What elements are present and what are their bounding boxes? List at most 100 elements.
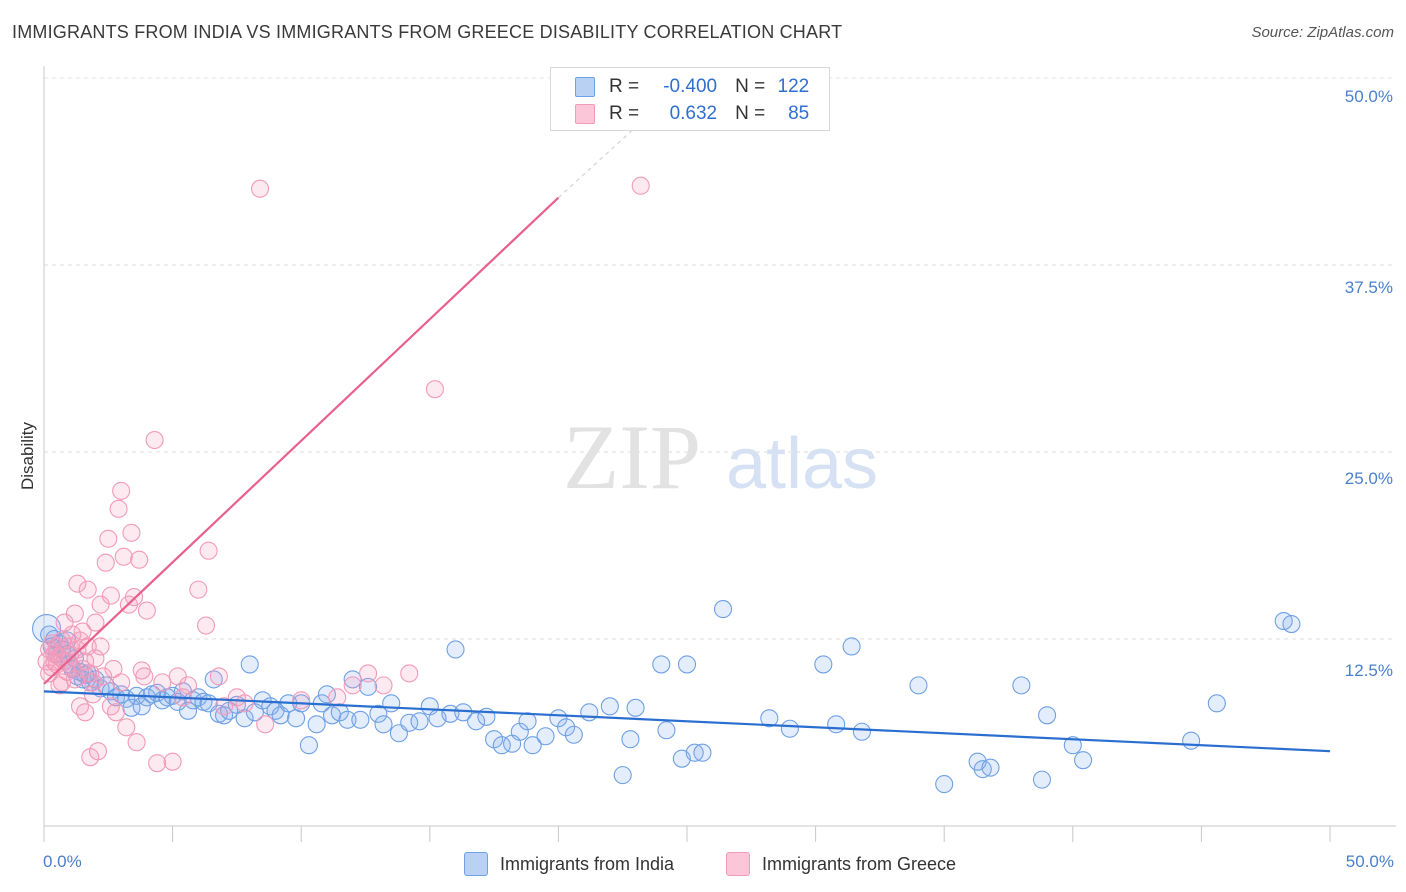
- greece-point: [99, 529, 118, 548]
- india-point: [1032, 770, 1051, 789]
- greece-point: [153, 673, 172, 692]
- watermark-zip: ZIP: [563, 406, 701, 508]
- greece-point: [88, 742, 108, 761]
- greece-point: [178, 676, 198, 695]
- legend-greece-n-label: N =: [735, 103, 766, 124]
- india-point: [973, 760, 992, 779]
- greece-point: [359, 664, 378, 683]
- india-point: [1012, 676, 1031, 695]
- india-point: [677, 655, 697, 674]
- chart-title: IMMIGRANTS FROM INDIA VS IMMIGRANTS FROM…: [12, 22, 843, 42]
- greece-point: [163, 752, 182, 771]
- india-point: [580, 703, 599, 722]
- india-point: [307, 715, 326, 734]
- greece-point: [137, 601, 156, 620]
- legend-india-n-value: 122: [777, 76, 810, 97]
- greece-point: [76, 703, 95, 722]
- greece-point: [86, 649, 105, 668]
- india-point: [1063, 736, 1082, 755]
- india-point: [351, 710, 370, 729]
- india-point: [369, 704, 388, 723]
- greece-point: [145, 430, 164, 450]
- greece-point: [292, 691, 311, 710]
- india-point: [330, 703, 349, 722]
- india-point: [467, 712, 486, 731]
- india-point: [446, 640, 465, 659]
- greece-point: [42, 634, 61, 653]
- legend-swatch-india: [575, 77, 595, 97]
- india-point: [374, 715, 393, 734]
- india-point: [518, 712, 537, 731]
- greece-point: [112, 673, 131, 692]
- bottom-legend-greece: Immigrants from Greece: [726, 852, 956, 876]
- india-point: [626, 698, 645, 717]
- greece-point: [374, 676, 393, 695]
- india-point: [909, 676, 928, 695]
- greece-point: [130, 550, 149, 569]
- greece-point: [199, 541, 218, 560]
- greece-point: [343, 676, 362, 695]
- greece-point: [96, 553, 115, 572]
- greece-point: [76, 652, 95, 671]
- greece-point: [45, 644, 64, 664]
- bottom-legend-india: Immigrants from India: [464, 852, 674, 876]
- india-point: [338, 710, 357, 729]
- greece-point: [91, 637, 110, 656]
- india-point: [780, 719, 799, 738]
- greece-point: [70, 697, 90, 716]
- greece-point: [235, 694, 254, 713]
- india-point: [204, 670, 223, 689]
- india-point: [657, 721, 676, 740]
- india-point: [652, 655, 671, 674]
- greece-point: [209, 667, 228, 686]
- india-point: [317, 685, 336, 704]
- greece-point: [114, 547, 133, 566]
- y-tick-label: 50.0%: [1344, 87, 1393, 106]
- y-tick-label: 12.5%: [1344, 661, 1393, 680]
- india-point: [523, 736, 542, 755]
- legend-greece-r-label: R =: [609, 103, 640, 124]
- india-point: [410, 712, 429, 731]
- greece-point: [328, 688, 347, 707]
- bottom-legend-label-greece: Immigrants from Greece: [762, 853, 957, 874]
- india-point: [359, 677, 378, 696]
- greece-point: [109, 499, 128, 518]
- india-point: [621, 730, 640, 749]
- greece-point: [631, 176, 650, 195]
- greece-point: [250, 179, 270, 198]
- india-point: [557, 718, 576, 737]
- india-point: [536, 727, 555, 746]
- legend-greece-n-value: 85: [788, 103, 810, 124]
- india-point: [935, 775, 954, 794]
- india-point: [814, 655, 833, 674]
- legend-swatch-greece: [575, 104, 595, 124]
- greece-point: [127, 733, 146, 752]
- greece-point: [196, 616, 216, 635]
- legend-greece-r-value: 0.632: [669, 103, 718, 124]
- greece-point: [122, 523, 141, 542]
- greece-point: [400, 664, 419, 683]
- india-point: [1038, 706, 1057, 725]
- legend: R = -0.400 N = 122 R = 0.632 N = 85: [550, 67, 830, 131]
- source-label: Source: ZipAtlas.com: [1251, 24, 1394, 41]
- greece-point: [65, 670, 84, 689]
- legend-row-india: R = -0.400 N = 122: [575, 75, 809, 99]
- greece-point: [45, 652, 64, 671]
- legend-india-r-label: R =: [609, 76, 640, 97]
- greece-point: [104, 659, 123, 678]
- india-point: [685, 743, 704, 762]
- legend-india-n-label: N =: [735, 76, 766, 97]
- greece-point: [106, 703, 126, 722]
- greece-point: [47, 637, 66, 656]
- bottom-legend-swatch-greece: [726, 852, 750, 876]
- bottom-legend-label-india: Immigrants from India: [500, 853, 675, 874]
- greece-point: [101, 586, 120, 605]
- india-point: [235, 709, 254, 728]
- watermark-atlas: atlas: [726, 424, 878, 504]
- y-tick-label: 37.5%: [1344, 278, 1393, 297]
- india-trend-line: [43, 690, 1331, 753]
- greece-point: [68, 574, 87, 593]
- greece-point: [63, 625, 82, 644]
- india-point: [510, 722, 529, 741]
